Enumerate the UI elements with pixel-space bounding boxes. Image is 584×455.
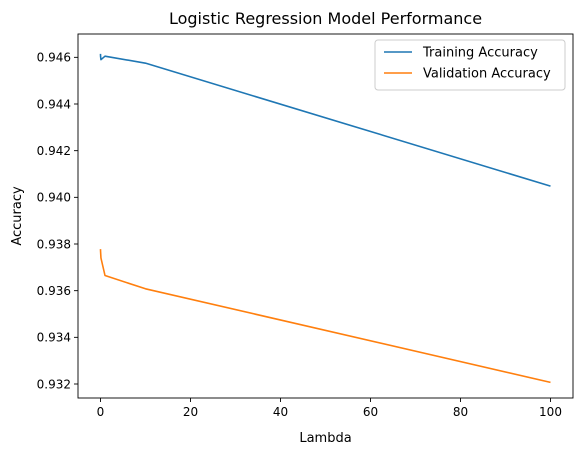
y-tick-label: 0.940: [37, 191, 71, 205]
x-tick-label: 60: [363, 405, 378, 419]
y-tick-label: 0.946: [37, 51, 71, 65]
x-axis-label: Lambda: [299, 431, 351, 446]
y-tick-label: 0.934: [37, 331, 71, 345]
x-tick-label: 0: [97, 405, 105, 419]
y-tick-label: 0.944: [37, 97, 71, 111]
legend-label-training-accuracy: Training Accuracy: [422, 46, 538, 61]
legend: Training Accuracy Validation Accuracy: [374, 39, 566, 91]
series-line-training-accuracy: [99, 53, 551, 187]
y-tick-label: 0.942: [37, 144, 71, 158]
y-tick-label: 0.932: [37, 377, 71, 391]
legend-label-validation-accuracy: Validation Accuracy: [423, 67, 551, 82]
y-tick-label: 0.936: [37, 284, 71, 298]
x-tick-label: 100: [539, 405, 562, 419]
plot-area: 0 20 40 60 80 100 0.932 0.934 0.936 0.938 0.940 0.9…: [37, 33, 574, 419]
y-axis-label: Accuracy: [10, 186, 25, 246]
legend-box: [374, 39, 566, 91]
x-tick-label: 20: [183, 405, 198, 419]
x-tick-label: 40: [273, 405, 288, 419]
x-tick-label: 80: [453, 405, 468, 419]
series-line-validation-accuracy: [99, 249, 551, 384]
y-tick-label: 0.938: [37, 237, 71, 251]
chart-title: Logistic Regression Model Performance: [169, 9, 482, 28]
axes-frame: [77, 33, 574, 399]
